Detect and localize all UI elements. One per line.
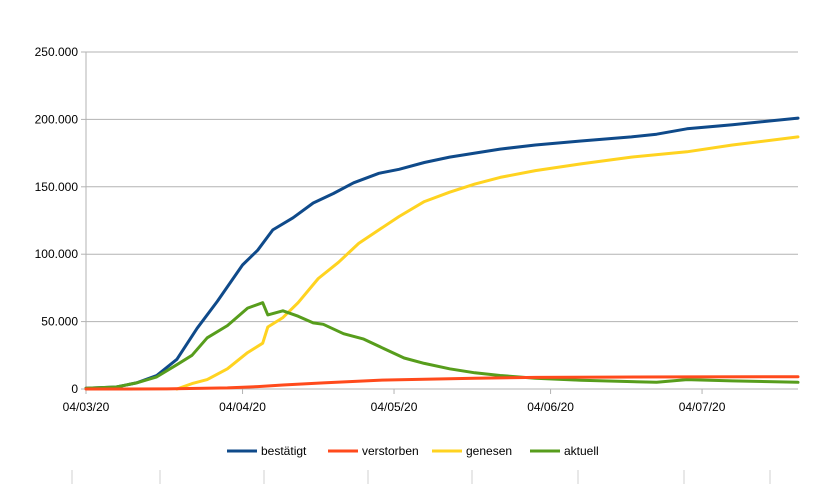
bottom-separators [71,470,771,484]
legend-label: bestätigt [261,444,307,458]
legend: bestätigt verstorben genesen aktuell [227,444,599,458]
series-line-best-tigt [84,116,800,390]
series-line-genesen [175,135,800,391]
x-tick-label: 04/04/20 [219,400,266,414]
y-tick-label: 0 [71,382,78,396]
legend-label: genesen [466,444,512,458]
series-line-aktuell [84,301,800,390]
legend-label: aktuell [564,444,599,458]
x-tick-label: 04/06/20 [527,400,574,414]
x-tick-label: 04/07/20 [679,400,726,414]
y-tick-label: 50.000 [41,315,78,329]
legend-label: verstorben [362,444,419,458]
y-tick-label: 200.000 [35,112,79,126]
axes: 0 50.000 100.000 150.000 200.000 250.000 04/03… [35,45,798,414]
series-line-verstorben [84,375,800,391]
y-tick-label: 250.000 [35,45,79,59]
x-tick-label: 04/05/20 [371,400,418,414]
gridlines [86,51,798,323]
y-tick-label: 100.000 [35,247,79,261]
y-tick-label: 150.000 [35,180,79,194]
series-lines [84,116,800,391]
x-tick-label: 04/03/20 [63,400,110,414]
